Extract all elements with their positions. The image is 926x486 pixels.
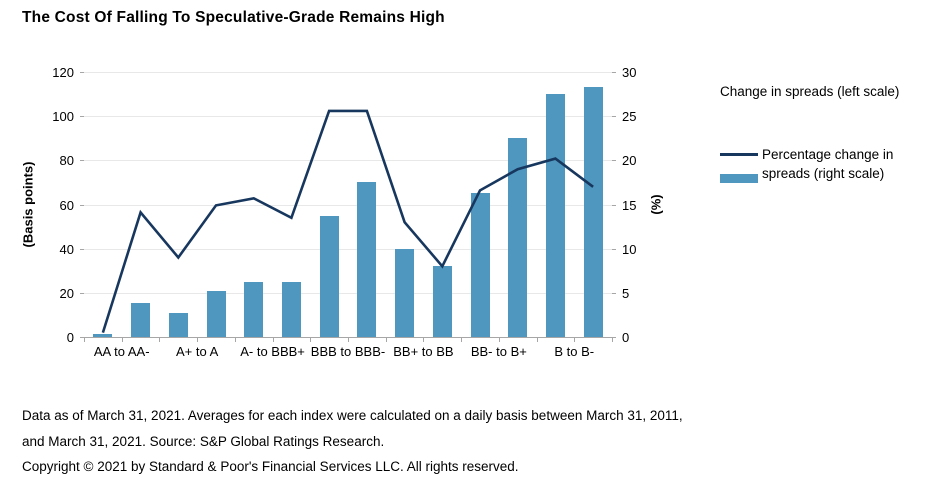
bar [131,302,151,337]
right-axis-tick [612,292,616,294]
right-axis-tick-label: 5 [622,285,630,301]
x-axis-tick [159,338,161,342]
left-axis-tick-label: 120 [52,65,74,80]
footnote: Data as of March 31, 2021. Averages for … [22,403,683,480]
x-axis-line [84,337,613,338]
bar-swatch-icon [720,174,758,183]
left-axis-tick [80,116,84,118]
right-axis-tick [612,160,616,162]
bar [206,290,226,337]
legend-item-line: Percentage change in spreads (right scal… [720,145,916,183]
right-axis-tick-label: 10 [622,241,637,257]
left-axis-tick-label: 80 [59,153,74,169]
left-axis-tick-label: 60 [59,197,74,213]
left-axis-tick [80,337,84,338]
gridline [84,248,612,250]
bar [470,193,490,337]
right-axis-tick [612,72,616,73]
right-axis-title: (%) [648,193,664,215]
right-axis-tick [612,204,616,206]
gridline [84,292,612,294]
footnote-line-3: Copyright © 2021 by Standard & Poor's Fi… [22,459,519,474]
right-axis-tick [612,116,616,118]
x-axis-tick [84,338,85,342]
bar [432,266,452,337]
x-axis-tick [574,338,576,342]
left-axis-tick [80,292,84,294]
x-axis-tick [461,338,463,342]
x-axis-tick [612,338,613,342]
right-axis-tick-label: 30 [622,65,637,80]
left-axis-tick [80,160,84,162]
bar [168,312,188,337]
x-axis-category-label: BB+ to BB [393,344,454,359]
footnote-line-2: and March 31, 2021. Source: S&P Global R… [22,433,385,449]
x-axis-tick [385,338,387,342]
bar [244,281,264,337]
gridline [84,204,612,206]
bar [357,182,377,337]
legend: Change in spreads (left scale) Percentag… [720,82,916,183]
left-axis-tick-label: 40 [59,241,74,257]
left-axis-title: (Basis points) [20,161,36,247]
right-axis-tick-label: 20 [622,153,637,169]
chart-title: The Cost Of Falling To Speculative-Grade… [22,9,445,26]
bar [281,281,301,337]
x-axis-category-label: A- to BBB+ [240,344,305,359]
left-axis-tick-label: 100 [52,109,74,125]
x-axis-tick [121,338,123,342]
gridline [84,116,612,118]
bar [583,87,603,337]
x-axis-tick [536,338,538,342]
x-axis-tick [197,338,199,342]
bar [395,248,415,337]
x-axis-tick [498,338,500,342]
right-axis-tick [612,248,616,250]
right-axis-tick-label: 15 [622,197,637,213]
left-axis-tick-label: 20 [59,285,74,301]
x-axis-tick [423,338,425,342]
x-axis-category-label: BBB to BBB- [310,344,386,359]
x-axis-category-label: A+ to A [175,344,219,359]
x-axis-tick [348,338,349,342]
x-axis-category-label: BB- to B+ [470,344,527,359]
line-swatch-icon [720,153,758,156]
bar [319,215,339,337]
footnote-line-1: Data as of March 31, 2021. Averages for … [22,408,683,423]
right-axis-tick-label: 0 [622,330,630,345]
right-axis-tick [612,337,616,338]
right-axis-tick-label: 25 [622,109,637,125]
x-axis-category-label: B to B- [554,344,595,359]
left-axis-tick [80,72,84,73]
left-axis-tick [80,248,84,250]
gridline [84,160,612,162]
bar [545,94,565,337]
gridline [84,72,612,73]
legend-label-bars: Change in spreads (left scale) [720,84,900,99]
legend-item-bars: Change in spreads (left scale) [720,82,916,183]
percentage-change-line [101,109,594,333]
left-axis-tick [80,204,84,206]
x-axis-tick [272,338,274,342]
x-axis-category-label: AA to AA- [93,344,150,359]
bar [508,138,528,337]
legend-label-line: Percentage change in spreads (right scal… [762,147,894,181]
left-axis-tick-label: 0 [66,330,74,345]
x-axis-tick [234,338,236,342]
x-axis-tick [310,338,312,342]
bar [93,333,113,337]
